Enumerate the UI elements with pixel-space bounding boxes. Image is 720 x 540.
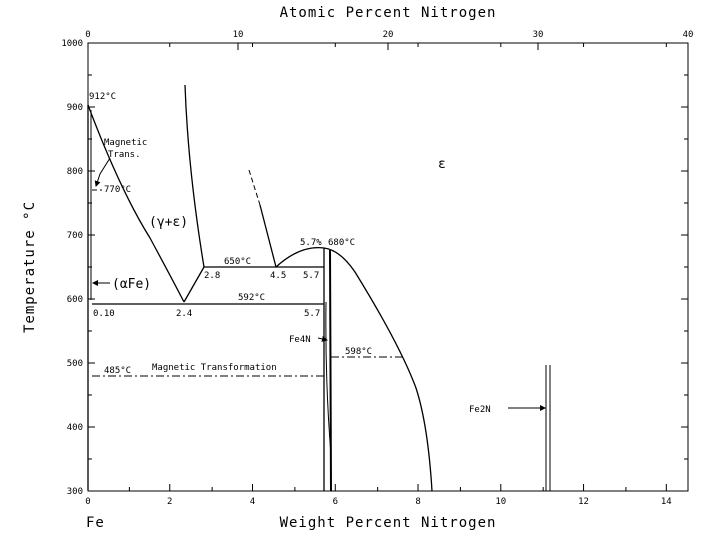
gamma-alpha-boundary	[87, 104, 185, 303]
top-axis-tick-labels: 0 10 20 30 40	[85, 30, 693, 40]
label-598c: 598°C	[345, 347, 372, 357]
top-axis-title: Atomic Percent Nitrogen	[280, 5, 497, 21]
bottom-tick-label: 4	[250, 497, 255, 507]
top-tick-label: 0	[85, 30, 90, 40]
top-tick-label: 20	[383, 30, 394, 40]
gamma-eps-upper-boundary	[259, 204, 277, 268]
label-680c: 680°C	[328, 238, 355, 248]
left-tick-label: 900	[67, 103, 83, 113]
label-2-8: 2.8	[204, 271, 220, 281]
top-tick-label: 30	[533, 30, 544, 40]
bottom-tick-label: 8	[415, 497, 420, 507]
left-tick-label: 500	[67, 359, 83, 369]
label-magnetic: Magnetic	[104, 138, 147, 148]
label-912c: 912°C	[89, 92, 116, 102]
left-axis-title: Temperature °C	[22, 201, 38, 333]
bottom-axis-tick-labels: 0 2 4 6 8 10 12 14	[85, 497, 671, 507]
label-650c: 650°C	[224, 257, 251, 267]
left-tick-label: 1000	[61, 39, 83, 49]
bottom-tick-label: 0	[85, 497, 90, 507]
bottom-tick-label: 12	[578, 497, 589, 507]
left-tick-label: 300	[67, 487, 83, 497]
label-alpha-fe: (αFe)	[112, 277, 151, 292]
tick-marks	[87, 42, 689, 492]
label-4-5: 4.5	[270, 271, 286, 281]
fe4n-arrow	[317, 335, 328, 342]
label-5-7-a: 5.7	[303, 271, 319, 281]
left-tick-label: 600	[67, 295, 83, 305]
label-epsilon: ε	[438, 157, 446, 172]
bottom-tick-label: 2	[167, 497, 172, 507]
label-trans: Trans.	[108, 150, 141, 160]
bottom-axis-title: Weight Percent Nitrogen	[280, 515, 497, 531]
left-tick-label: 400	[67, 423, 83, 433]
eutectoid-right-branch	[183, 266, 205, 303]
label-5-7-pct: 5.7%	[300, 238, 322, 248]
plot-frame	[87, 42, 689, 492]
label-fe4n: Fe4N	[289, 335, 311, 345]
top-tick-label: 40	[683, 30, 694, 40]
label-magnetic-transformation: Magnetic Transformation	[152, 363, 277, 373]
label-485c: 485°C	[104, 366, 131, 376]
top-tick-label: 10	[233, 30, 244, 40]
left-axis-tick-labels: 1000 900 800 700 600 500 400 300	[61, 39, 83, 497]
label-770c: 770°C	[104, 185, 131, 195]
label-gamma-eps: (γ+ε)	[149, 215, 188, 230]
magnetic-trans-arrow	[94, 157, 111, 187]
label-5-7-b: 5.7	[304, 309, 320, 319]
fe4n-inner-boundary	[325, 301, 332, 456]
fe-origin-label: Fe	[86, 515, 105, 531]
label-fe2n: Fe2N	[469, 405, 491, 415]
label-0-10: 0.10	[93, 309, 115, 319]
label-592c: 592°C	[238, 293, 265, 303]
bottom-tick-label: 14	[661, 497, 672, 507]
bottom-tick-label: 10	[495, 497, 506, 507]
epsilon-dome-boundary	[275, 246, 433, 492]
left-tick-label: 800	[67, 167, 83, 177]
bottom-tick-label: 6	[333, 497, 338, 507]
gamma-gamma-eps-boundary	[184, 84, 205, 268]
label-2-4: 2.4	[176, 309, 192, 319]
gamma-eps-dashed-boundary	[248, 169, 261, 206]
left-tick-label: 700	[67, 231, 83, 241]
